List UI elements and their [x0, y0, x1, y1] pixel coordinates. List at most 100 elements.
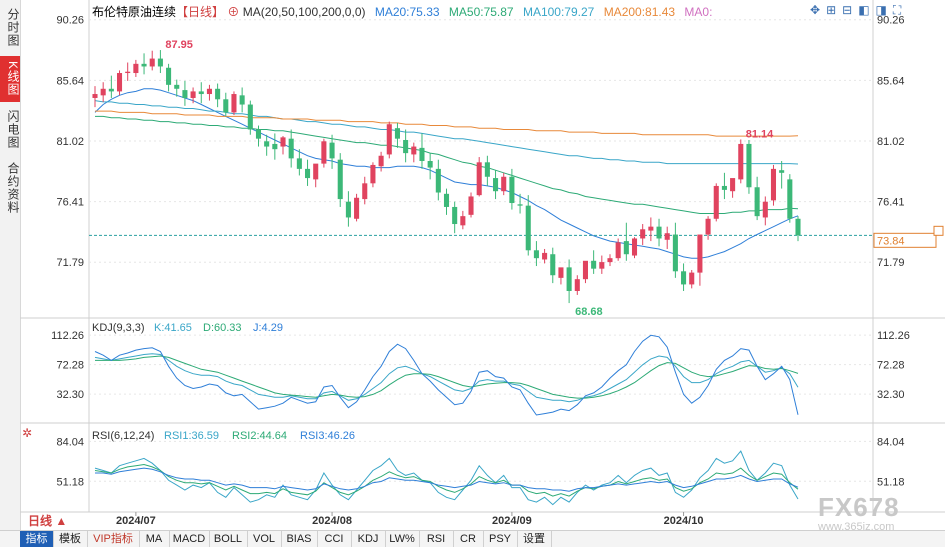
- indicator-tab[interactable]: 设置: [517, 531, 552, 547]
- candle-body: [272, 143, 278, 150]
- candle-body: [484, 162, 490, 177]
- tab-kline[interactable]: K线图: [0, 56, 20, 102]
- zoom-out-icon[interactable]: ⊟: [842, 3, 859, 17]
- price-tick-right: 76.41: [877, 197, 905, 209]
- indicator-tab[interactable]: VIP指标: [87, 531, 140, 547]
- candle-body: [100, 88, 106, 96]
- candle-body: [378, 155, 384, 167]
- indicator-tab[interactable]: LW%: [385, 531, 420, 547]
- candle-body: [296, 158, 302, 169]
- tab-time-share[interactable]: 分时图: [6, 7, 20, 47]
- candle-body: [558, 267, 564, 278]
- candle-body: [762, 201, 768, 218]
- pan-right-icon[interactable]: ◨: [875, 3, 893, 17]
- candle-body: [247, 104, 253, 130]
- indicator-tab[interactable]: RSI: [419, 531, 454, 547]
- candle-body: [697, 234, 703, 273]
- tab-contract[interactable]: 合约资料: [6, 162, 20, 214]
- current-price-box: [873, 232, 937, 248]
- kdj-tick-left: 72.28: [56, 360, 84, 372]
- candle-body: [533, 250, 539, 259]
- rsi-legend-3: RSI3:46.26: [300, 430, 355, 442]
- candle-body: [795, 218, 801, 236]
- indicator-tab[interactable]: BIAS: [281, 531, 318, 547]
- period-tag[interactable]: 【日线】: [176, 5, 225, 19]
- candle-body: [452, 206, 458, 225]
- candle-body: [574, 279, 580, 291]
- indicator-tab[interactable]: VOL: [247, 531, 282, 547]
- kdj-j-line: [94, 334, 799, 416]
- candle-body: [721, 185, 727, 190]
- candle-body: [182, 90, 188, 98]
- indicator-tab[interactable]: MACD: [169, 531, 210, 547]
- candle-body: [223, 99, 229, 113]
- candle-body: [174, 84, 180, 89]
- rsi-rsi2-line: [94, 463, 799, 497]
- low-label: 68.68: [575, 306, 603, 318]
- toolbar: ✥⊞⊟◧◨⛶: [810, 3, 907, 18]
- candle-body: [125, 71, 131, 74]
- candle-body: [672, 234, 678, 272]
- candle-body: [607, 258, 613, 263]
- indicator-tab[interactable]: BOLL: [209, 531, 248, 547]
- candle-body: [255, 129, 262, 139]
- candle-body: [166, 67, 172, 85]
- zoom-in-icon[interactable]: ⊞: [826, 3, 843, 17]
- candle-body: [108, 88, 114, 92]
- crosshair-icon[interactable]: ✲: [22, 426, 32, 440]
- fullscreen-icon[interactable]: ⛶: [892, 3, 908, 17]
- price-alert-icon: [933, 225, 944, 236]
- candle-body: [566, 267, 572, 291]
- candle-body: [525, 205, 531, 251]
- ma50-value: MA50:75.87: [448, 5, 514, 19]
- candle-body: [615, 242, 621, 259]
- candle-body: [705, 218, 711, 235]
- price-tick-left: 81.02: [56, 136, 84, 148]
- candle-body: [354, 197, 360, 219]
- rsi-tick-left: 51.18: [56, 476, 84, 488]
- candle-body: [215, 88, 221, 100]
- indicator-tab[interactable]: MA: [139, 531, 170, 547]
- candle-body: [239, 95, 245, 105]
- candle-body: [264, 141, 270, 147]
- candle-body: [599, 262, 605, 269]
- candle-body: [623, 241, 629, 255]
- settings-icon[interactable]: ⊕: [227, 5, 240, 19]
- chart-canvas[interactable]: 90.26 90.26 85.64 85.64 81.02 81.02 76.41 76.41…: [0, 0, 945, 530]
- indicator-tabs: 指标 模板 VIP指标 MA MACD BOLL VOL BIAS CCI KDJ LW% RSI CR…: [0, 530, 945, 547]
- indicator-tab[interactable]: CCI: [317, 531, 352, 547]
- indicator-tab[interactable]: PSY: [483, 531, 518, 547]
- rsi-tick-right: 84.04: [877, 436, 905, 448]
- candle-body: [305, 168, 311, 179]
- candle-body: [231, 94, 237, 113]
- rsi-tick-left: 84.04: [56, 436, 84, 448]
- candle-body: [787, 179, 793, 219]
- x-tick-label: 2024/10: [664, 515, 704, 527]
- kdj-tick-right: 72.28: [877, 360, 905, 372]
- kdj-d-line: [95, 355, 799, 399]
- candle-body: [738, 143, 744, 180]
- candle-body: [198, 91, 204, 95]
- tab-tick[interactable]: 闪电图: [6, 109, 20, 149]
- indicator-tab[interactable]: 模板: [53, 531, 88, 547]
- x-tick-label: 2024/08: [312, 515, 352, 527]
- rsi-rsi1-line: [94, 450, 799, 506]
- indicator-tab[interactable]: CR: [453, 531, 484, 547]
- candle-body: [640, 229, 646, 239]
- candle-body: [689, 272, 695, 285]
- candle-body: [681, 271, 687, 285]
- candle-body: [403, 139, 409, 154]
- candle-body: [313, 163, 319, 180]
- candle-body: [427, 161, 433, 168]
- rsi-legend-2: RSI2:44.64: [232, 430, 287, 442]
- period-selector[interactable]: 日线 ▲: [28, 514, 68, 528]
- pan-left-icon[interactable]: ◧: [858, 3, 876, 17]
- indicator-tab[interactable]: 指标: [20, 531, 54, 547]
- move-icon[interactable]: ✥: [810, 3, 827, 17]
- candle-body: [631, 238, 638, 256]
- side-tabs: 分时图 K线图 闪电图 合约资料: [0, 0, 21, 530]
- indicator-tab[interactable]: KDJ: [351, 531, 386, 547]
- candle-body: [411, 146, 417, 155]
- candle-body: [149, 58, 155, 67]
- candle-body: [92, 94, 98, 98]
